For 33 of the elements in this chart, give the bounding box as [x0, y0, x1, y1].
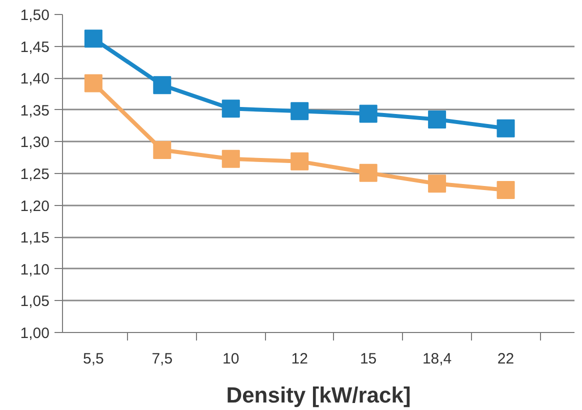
point	[428, 110, 446, 128]
point	[84, 74, 102, 92]
point	[222, 150, 240, 168]
y-tick-label: 1,25	[20, 166, 50, 183]
point	[84, 30, 102, 48]
x-tick-label: 22	[497, 350, 514, 368]
point	[222, 100, 240, 118]
point	[359, 164, 378, 182]
y-tick-label: 1,30	[20, 134, 50, 152]
point	[359, 104, 378, 123]
y-tick-label: 1,35	[20, 102, 50, 120]
point	[496, 119, 515, 138]
point	[428, 174, 446, 193]
y-tick-label: 1,05	[20, 293, 50, 310]
y-tick-label: 1,15	[20, 230, 50, 247]
x-tick-label: 18,4	[422, 350, 452, 368]
y-tick-label: 1,40	[20, 70, 50, 88]
point	[290, 102, 309, 120]
point	[153, 76, 172, 94]
y-tick-label: 1,45	[20, 38, 50, 56]
y-tick-label: 1,20	[20, 198, 50, 215]
x-tick-label: 7,5	[152, 350, 173, 368]
x-tick-label: 12	[291, 350, 308, 368]
y-tick-label: 1,00	[20, 325, 50, 342]
y-tick-label: 1,10	[20, 261, 50, 278]
point	[290, 152, 309, 170]
point	[496, 181, 515, 200]
x-tick-label: 15	[360, 350, 377, 368]
x-axis-title: Density [kW/rack]	[226, 382, 411, 408]
point	[153, 140, 172, 159]
x-tick-label: 5,5	[83, 350, 104, 368]
x-tick-label: 10	[222, 350, 240, 368]
y-tick-label: 1,50	[20, 7, 50, 24]
